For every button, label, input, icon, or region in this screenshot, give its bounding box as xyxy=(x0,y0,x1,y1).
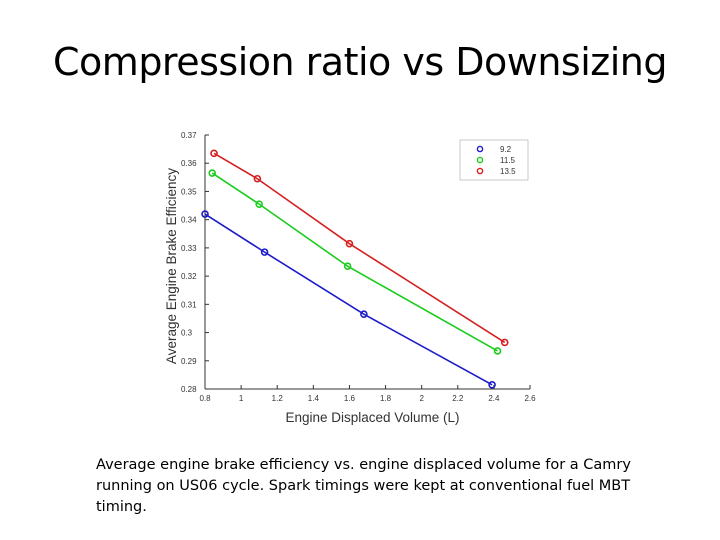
data-point xyxy=(253,174,262,183)
data-point xyxy=(488,380,496,389)
series-line xyxy=(211,172,498,352)
y-axis-label: Average Engine Brake Efficiency xyxy=(164,168,179,364)
data-point xyxy=(208,169,217,177)
x-tick-label: 2 xyxy=(419,394,424,403)
y-tick-label: 0.3 xyxy=(181,329,193,338)
legend-label: 11.5 xyxy=(500,156,516,165)
x-tick-label: 0.8 xyxy=(199,394,211,403)
x-axis-label: Engine Displaced Volume (L) xyxy=(285,410,459,425)
series-line xyxy=(204,213,493,386)
x-tick-label: 2.4 xyxy=(488,394,500,403)
legend-marker xyxy=(476,156,484,164)
data-point xyxy=(343,262,352,271)
series-line xyxy=(213,152,506,344)
x-tick-label: 1.8 xyxy=(380,394,392,403)
data-point xyxy=(345,239,354,248)
x-tick-label: 1.2 xyxy=(272,394,284,403)
data-point xyxy=(493,347,502,355)
x-tick-label: 1.4 xyxy=(308,394,320,403)
slide-title: Compression ratio vs Downsizing xyxy=(53,40,667,84)
x-tick-label: 2.6 xyxy=(524,394,536,403)
y-tick-label: 0.34 xyxy=(181,216,197,225)
data-point xyxy=(201,210,209,218)
x-tick-label: 2.2 xyxy=(452,394,464,403)
figure-caption: Average engine brake efficiency vs. engi… xyxy=(96,457,631,515)
y-tick-label: 0.32 xyxy=(181,272,197,281)
y-tick-label: 0.28 xyxy=(181,385,197,394)
data-point xyxy=(255,200,263,208)
data-point xyxy=(500,338,509,347)
y-tick-label: 0.29 xyxy=(181,357,197,366)
chart-svg: 0.28 0.29 0.3 0.31 0.32 0.33 0.34 0.35 0.36 0.37 0… xyxy=(164,131,536,425)
y-tick-label: 0.35 xyxy=(181,187,197,196)
y-tick-label: 0.31 xyxy=(181,300,197,309)
y-tick-label: 0.36 xyxy=(181,159,197,168)
x-tick-label: 1 xyxy=(239,394,244,403)
legend-label: 9.2 xyxy=(500,145,512,154)
legend-box xyxy=(459,139,529,181)
x-tick-label: 1.6 xyxy=(344,394,356,403)
data-point xyxy=(210,149,218,158)
y-tick-label: 0.37 xyxy=(181,131,197,140)
legend-label: 13.5 xyxy=(500,167,516,176)
legend-marker xyxy=(476,167,484,175)
legend-marker xyxy=(476,145,484,153)
data-point xyxy=(260,248,269,256)
y-tick-label: 0.33 xyxy=(181,244,197,253)
data-point xyxy=(360,310,368,319)
efficiency-chart: 0.28 0.29 0.3 0.31 0.32 0.33 0.34 0.35 0.36 0.37 0… xyxy=(160,118,560,433)
